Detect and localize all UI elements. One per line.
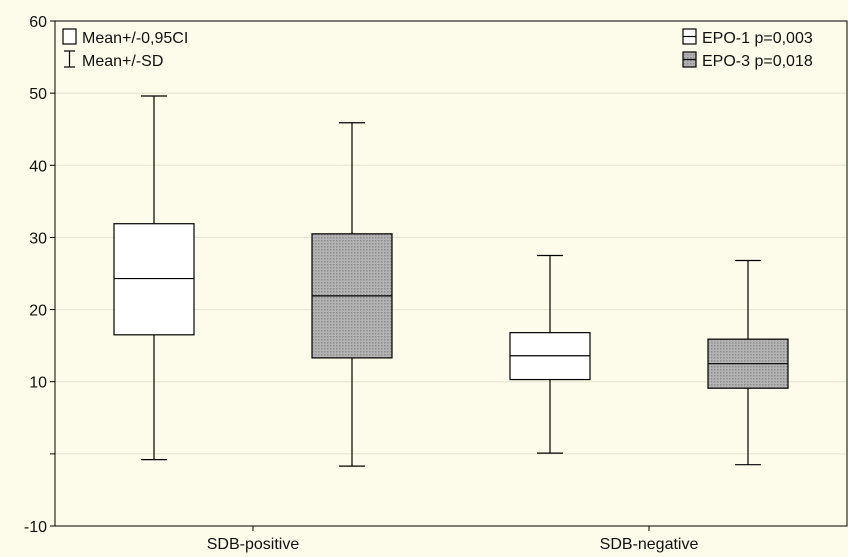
- legend-series: EPO-1 p=0,003 EPO-3 p=0,018: [682, 28, 813, 70]
- legend-box-symbol: [62, 28, 77, 45]
- y-tick-label: 60: [29, 14, 47, 31]
- x-tick-label: SDB-negative: [600, 536, 699, 553]
- legend-box-label: Mean+/-0,95CI: [82, 30, 188, 47]
- x-tick-label: SDB-positive: [207, 536, 300, 553]
- box-rect: [113, 223, 195, 336]
- legend-epo1-label: EPO-1 p=0,003: [702, 30, 813, 47]
- y-tick-label: -10: [24, 519, 47, 536]
- legend-epo3-label: EPO-3 p=0,018: [702, 53, 813, 70]
- y-tick-label: 50: [29, 86, 47, 103]
- y-tick-label: 20: [29, 303, 47, 320]
- legend-whisker-label: Mean+/-SD: [82, 53, 163, 70]
- box-2-1: [311, 122, 393, 467]
- box-1-1: [113, 95, 195, 461]
- legend-statistics: Mean+/-0,95CI Mean+/-SD: [62, 28, 188, 70]
- x-axis: SDB-positive SDB-negative: [207, 526, 699, 553]
- box-1-2: [509, 254, 591, 454]
- y-tick-label: 10: [29, 375, 47, 392]
- box-2-2: [707, 259, 789, 466]
- y-tick-label: 30: [29, 230, 47, 247]
- plot-area: [54, 20, 848, 527]
- y-axis: -10 10 20 30 40 50 60: [24, 14, 55, 536]
- y-tick-label: 40: [29, 158, 47, 175]
- plot-marks: [113, 95, 789, 467]
